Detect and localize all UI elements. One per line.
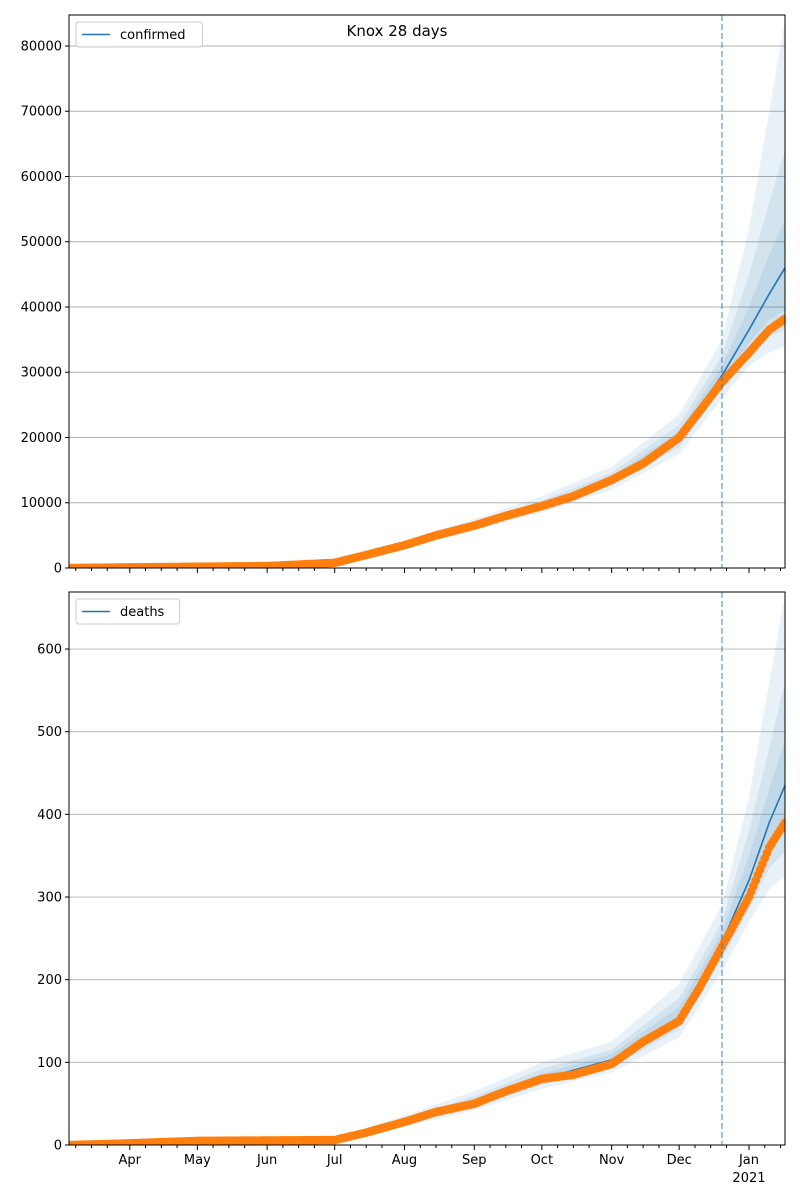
- chart-title: Knox 28 days: [347, 22, 448, 40]
- y-tick-label: 600: [37, 643, 62, 658]
- uncertainty-band-2: [69, 150, 785, 568]
- axes-frame: [68, 591, 786, 1146]
- y-tick-label: 10000: [21, 496, 62, 511]
- legend: deaths: [75, 598, 181, 625]
- x-year-label: 2021: [732, 1171, 765, 1186]
- legend-label: confirmed: [120, 28, 186, 43]
- y-tick-label: 70000: [21, 105, 62, 120]
- x-tick-label: Jan: [738, 1153, 759, 1168]
- y-tick-label: 60000: [21, 170, 62, 185]
- x-tick-label: Jun: [256, 1153, 277, 1168]
- y-tick-label: 0: [54, 562, 62, 577]
- y-tick-label: 200: [37, 973, 62, 988]
- model-line: [69, 785, 785, 1145]
- x-tick-label: Aug: [392, 1153, 417, 1168]
- y-tick-label: 0: [54, 1139, 62, 1154]
- axes-frame: [68, 14, 786, 569]
- x-tick-label: Nov: [599, 1153, 625, 1168]
- y-tick-label: 100: [37, 1056, 62, 1071]
- uncertainty-band-2: [69, 682, 785, 1145]
- x-tick-label: Dec: [667, 1153, 692, 1168]
- y-tick-label: 80000: [21, 39, 62, 54]
- y-tick-label: 500: [37, 725, 62, 740]
- y-tick-label: 20000: [21, 431, 62, 446]
- y-tick-label: 50000: [21, 235, 62, 250]
- y-tick-label: 30000: [21, 366, 62, 381]
- y-tick-label: 40000: [21, 300, 62, 315]
- y-tick-label: 300: [37, 891, 62, 906]
- x-tick-label: Sep: [462, 1153, 487, 1168]
- legend: confirmed: [75, 21, 203, 48]
- uncertainty-band-3: [69, 739, 785, 1145]
- x-tick-label: Jul: [326, 1153, 343, 1168]
- uncertainty-band-3: [69, 218, 785, 568]
- panel-confirmed: 0 10000 20000 30000 40000 50000 60000 70000 8000…: [21, 14, 786, 577]
- y-tick-label: 400: [37, 808, 62, 823]
- uncertainty-band-1: [69, 19, 785, 568]
- observed-point: [780, 818, 785, 827]
- x-tick-label: Oct: [531, 1153, 553, 1168]
- observed-point: [780, 314, 785, 324]
- panel-deaths: 0 100 200 300 400 500 600 Apr May Jun Jul Aug Sep Oct…: [37, 591, 786, 1186]
- x-tick-label: May: [184, 1153, 211, 1168]
- legend-label: deaths: [120, 605, 165, 620]
- x-tick-label: Apr: [119, 1153, 142, 1168]
